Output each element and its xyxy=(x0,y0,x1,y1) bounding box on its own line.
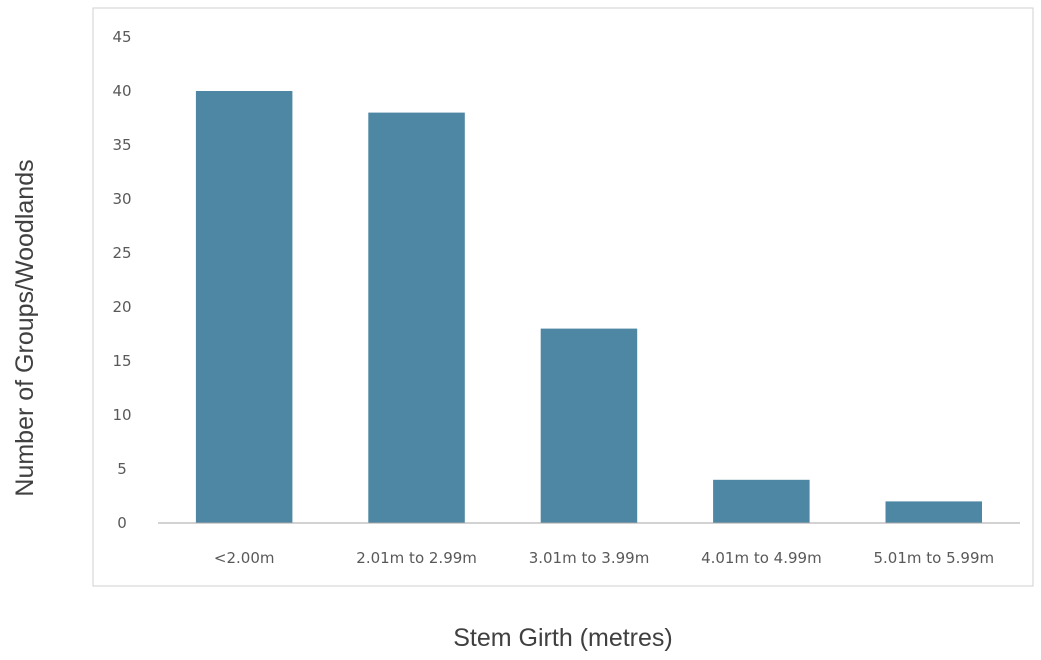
bar xyxy=(885,501,982,523)
y-axis-title: Number of Groups/Woodlands xyxy=(11,159,39,496)
x-axis-title: Stem Girth (metres) xyxy=(453,624,672,652)
y-tick-label: 25 xyxy=(112,244,131,262)
y-tick-label: 20 xyxy=(112,298,131,316)
y-tick-label: 15 xyxy=(112,352,131,370)
bar xyxy=(195,91,293,523)
bar xyxy=(540,328,638,523)
bar xyxy=(368,112,465,523)
x-axis-ticks: <2.00m 2.01m to 2.99m 3.01m to 3.99m 4.01m … xyxy=(214,549,994,567)
bar xyxy=(713,479,810,523)
y-axis-ticks: 0 5 10 15 20 25 30 35 40 45 xyxy=(112,28,131,532)
y-tick-label: 35 xyxy=(112,136,131,154)
y-tick-label: 0 xyxy=(117,514,127,532)
y-tick-label: 45 xyxy=(112,28,131,46)
x-tick-label: 2.01m to 2.99m xyxy=(356,549,477,567)
bars xyxy=(195,91,982,523)
y-tick-label: 30 xyxy=(112,190,131,208)
x-tick-label: <2.00m xyxy=(214,549,275,567)
y-tick-label: 40 xyxy=(112,82,131,100)
x-tick-label: 4.01m to 4.99m xyxy=(701,549,822,567)
x-tick-label: 3.01m to 3.99m xyxy=(529,549,650,567)
x-tick-label: 5.01m to 5.99m xyxy=(873,549,994,567)
y-tick-label: 10 xyxy=(112,406,131,424)
y-tick-label: 5 xyxy=(117,460,127,478)
